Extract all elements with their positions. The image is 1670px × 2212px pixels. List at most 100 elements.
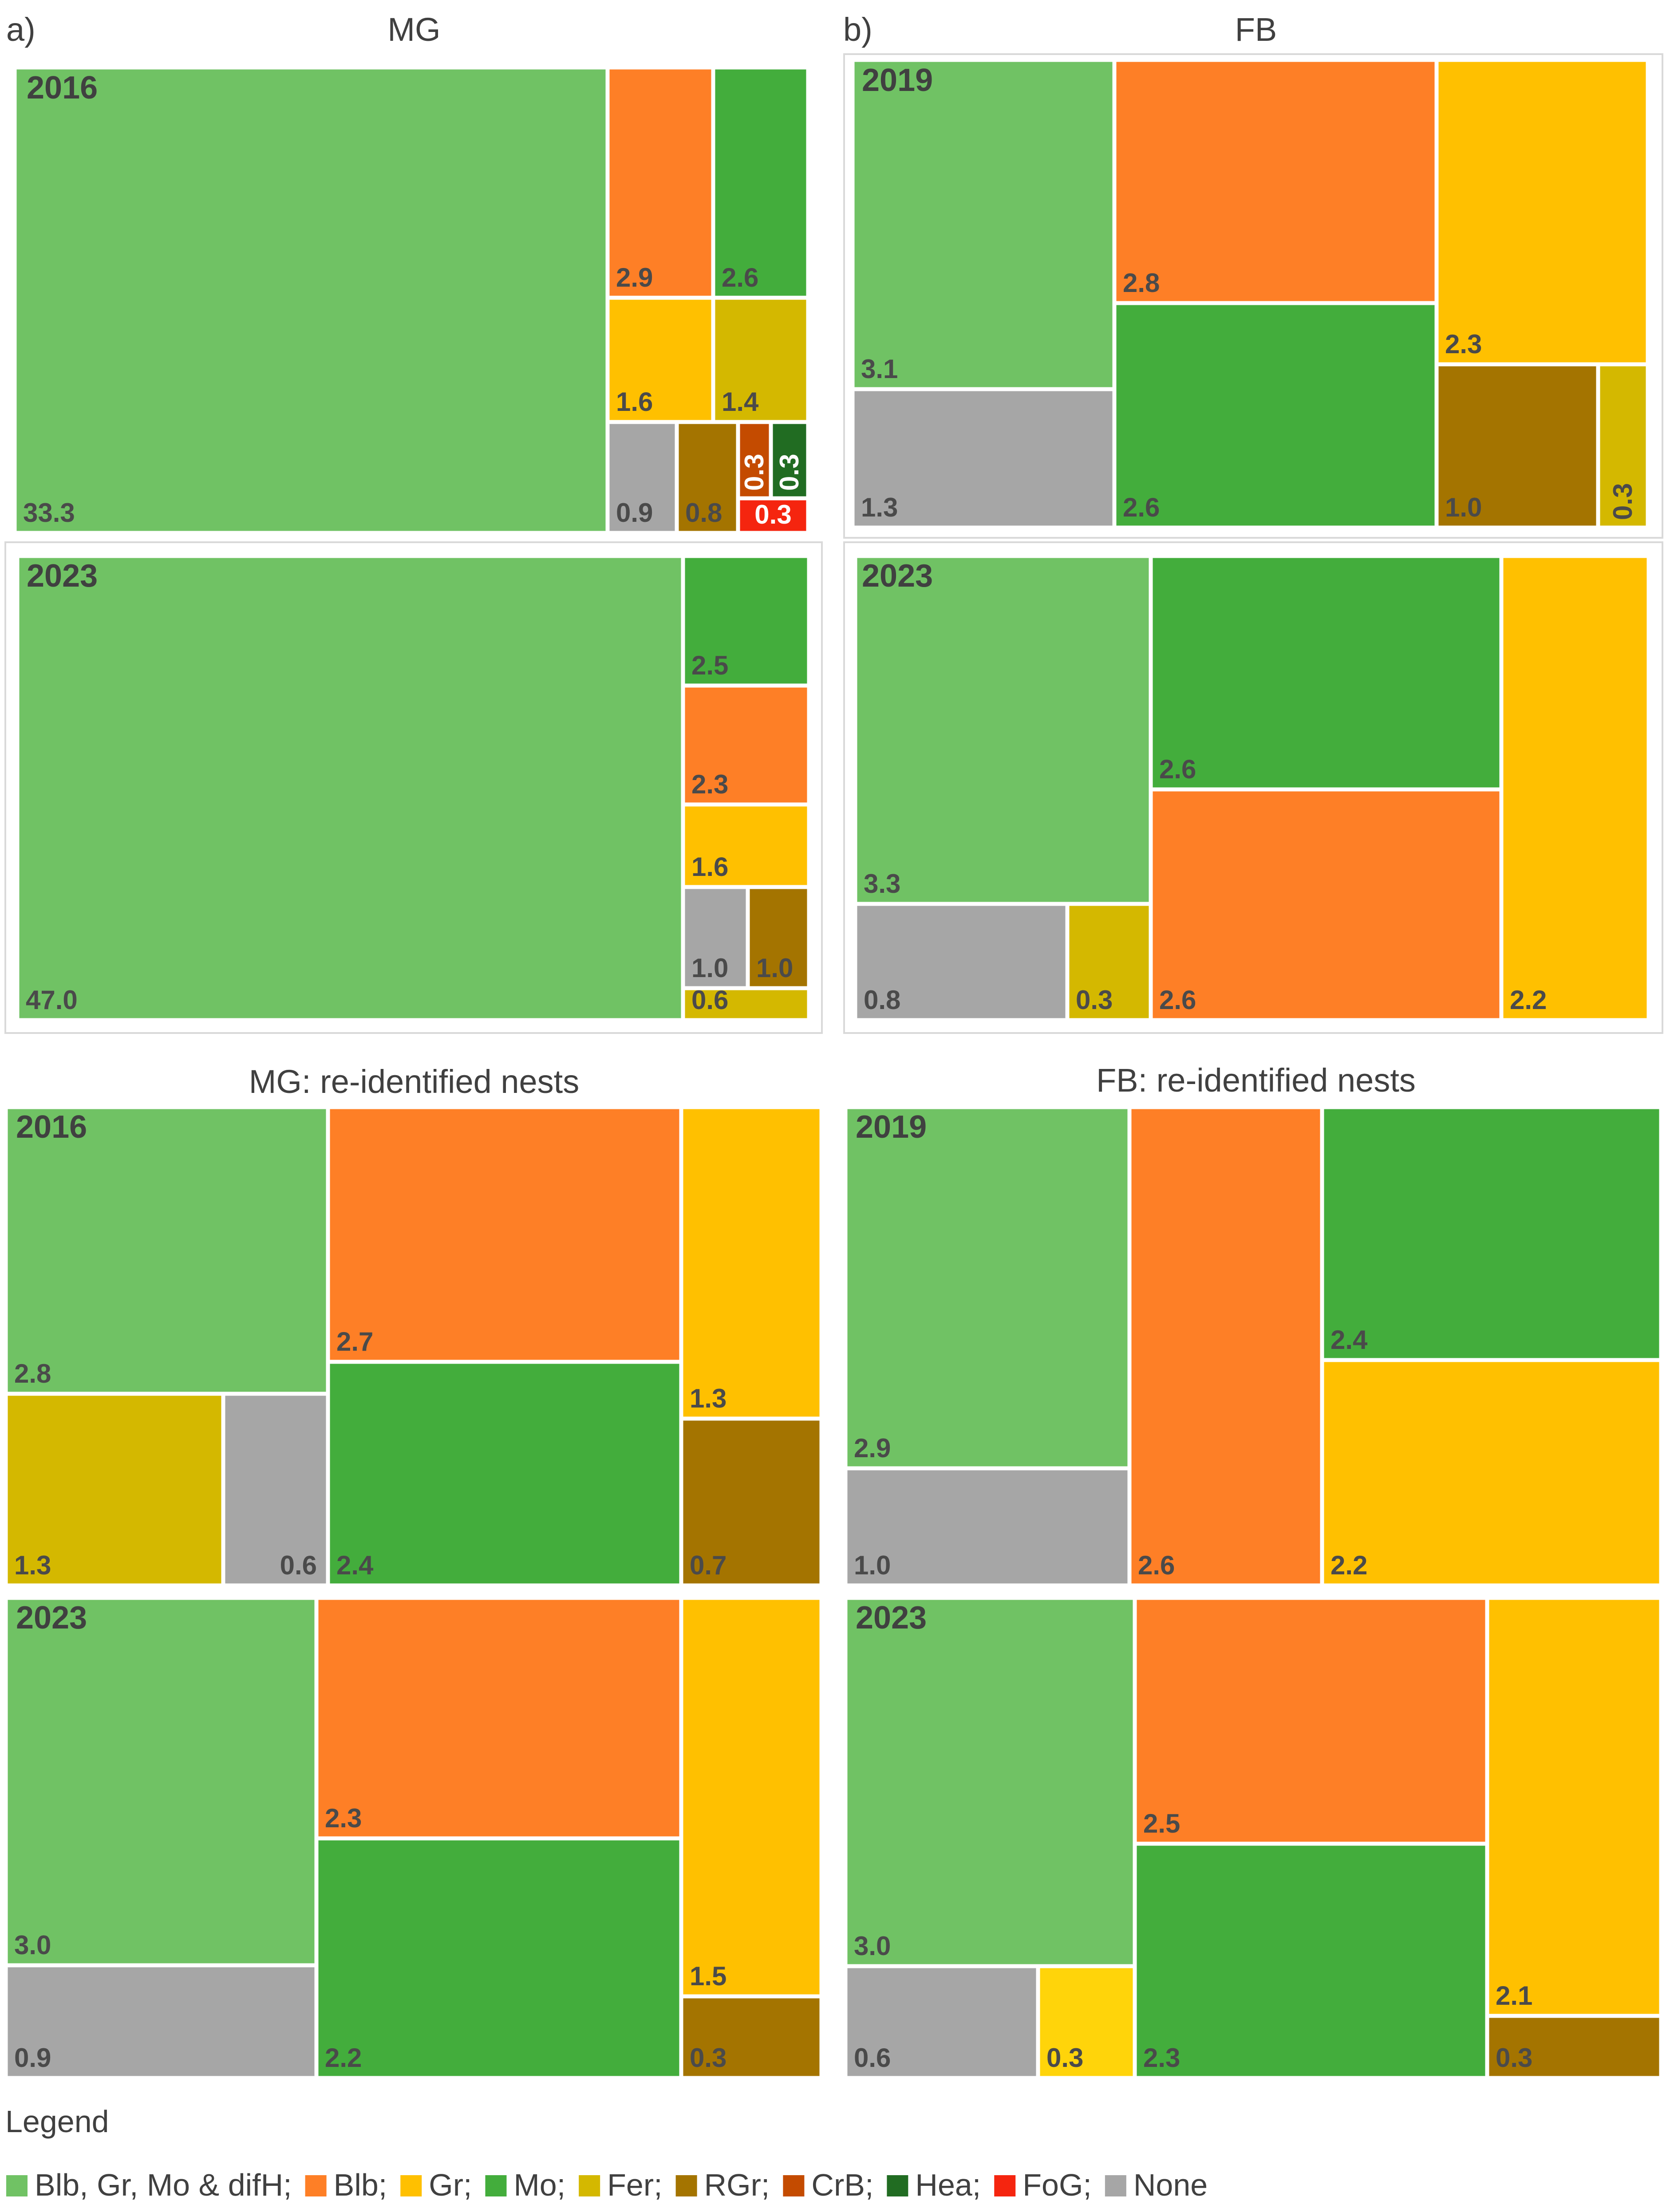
treemap-cell-none [846,1469,1129,1585]
data-label: 1.0 [854,1550,891,1580]
treemap-cell-bgm [846,1598,1134,1966]
data-label: 1.6 [691,852,728,882]
treemap-cell-none [846,1967,1038,2078]
treemap-cell-bgm [15,68,607,532]
data-label: 2.6 [1138,1550,1175,1580]
treemap-cell-fog [738,499,808,532]
treemap-cell-bgm [18,556,683,1020]
legend-swatch [675,2175,697,2196]
legend-item-blb: Blb; [305,2168,387,2202]
data-label: 0.3 [1608,483,1638,520]
data-label: 1.0 [1445,493,1482,522]
data-label: 1.0 [756,953,793,983]
treemap-cell-gr2 [1038,1967,1134,2078]
subplot-frame [843,541,1663,1034]
year-label: 2023 [856,1600,927,1636]
data-label: 2.6 [1123,493,1160,522]
year-label: 2016 [16,1109,87,1145]
treemap-cell-gr [1502,556,1648,1020]
panel-label: a) [6,11,36,48]
year-label: 2023 [16,1600,87,1636]
treemap-cell-rgr [1437,365,1598,527]
legend-label: RGr; [704,2168,770,2202]
legend-item-mo: Mo; [485,2168,565,2202]
subplot-frame [843,53,1663,539]
data-label: 1.4 [722,387,759,417]
treemap-cell-none [683,887,747,988]
data-label: 2.3 [1445,329,1482,359]
panel-title: MG: re-identified nests [249,1063,579,1100]
treemap-cell-gr [683,805,809,887]
data-label: 2.6 [722,263,758,292]
treemap-cell-mo [683,556,809,685]
panel-title: FB [1235,11,1277,48]
data-label: 1.3 [14,1550,51,1580]
data-label: 0.6 [280,1550,317,1580]
data-label: 0.3 [1046,2043,1083,2073]
legend-label: Fer; [607,2168,662,2202]
treemap-cell-mo [328,1362,681,1585]
treemap-cell-blb [317,1598,681,1838]
legend-swatch [305,2175,327,2196]
legend-item-hea: Hea; [887,2168,981,2202]
treemap-subplot: 3.1 2.8 2.3 1.3 2.6 1.0 0.3 2019 [843,53,1663,539]
treemap-cell-mo [1115,304,1436,527]
data-label: 0.6 [691,985,728,1015]
data-label: 2.8 [1123,268,1160,298]
data-label: 2.7 [336,1327,373,1356]
treemap-cell-none [6,1966,316,2078]
treemap-cell-gr [1437,60,1647,364]
data-label: 0.3 [739,454,769,491]
data-label: 47.0 [26,985,78,1015]
legend-item-bgm: Blb, Gr, Mo & difH; [6,2168,292,2202]
treemap-cell-rgr [748,887,809,988]
treemap-subplot: 3.0 2.3 1.5 0.9 2.2 0.3 2023 [6,1598,821,2078]
legend-item-crb: CrB; [783,2168,873,2202]
treemap-panel: MG: re-identified nests 2.8 2.7 1.3 1.3 0.6 2.… [6,1063,821,2078]
treemap-subplot: 3.3 2.6 2.2 2.6 0.8 0.3 2023 [843,541,1663,1034]
panel-title: MG [387,11,440,48]
treemap-subplot: 3.0 2.5 2.1 2.3 0.3 0.6 0.3 2023 [846,1598,1661,2078]
data-label: 33.3 [23,498,75,528]
data-label: 1.5 [690,1961,726,1991]
legend-label: Mo; [513,2168,565,2202]
data-label: 2.2 [1510,985,1547,1015]
treemap-cell-blb [1135,1598,1487,1843]
treemap-cell-gr [682,1108,821,1418]
treemap-subplot: 2.8 2.7 1.3 1.3 0.6 2.4 0.7 2016 [6,1108,821,1585]
data-label: 2.2 [1330,1550,1367,1580]
legend-swatch [485,2175,507,2196]
data-label: 2.2 [325,2043,362,2073]
data-label: 1.3 [690,1384,726,1413]
legend-label: Blb; [334,2168,387,2202]
data-label: 2.9 [854,1433,891,1463]
data-label: 0.6 [854,2043,891,2073]
data-label: 0.3 [1076,985,1113,1015]
data-label: 0.9 [616,498,653,528]
data-label: 0.3 [754,500,791,529]
treemap-cell-crb [738,422,770,498]
treemap-cell-none [224,1394,328,1585]
treemap-cell-gr [1323,1360,1661,1585]
treemap-panel: b) FB 3.1 2.8 2.3 1.3 2.6 1.0 0.3 2019 3.3 2.6 2.2 2.… [843,11,1663,1034]
data-label: 2.8 [14,1359,51,1388]
legend-item-gr: Gr; [400,2168,472,2202]
data-label: 0.3 [1496,2043,1532,2073]
data-label: 2.4 [1330,1325,1368,1355]
year-label: 2023 [27,558,98,594]
treemap-cell-hea [771,422,808,498]
treemap-cell-blb [608,68,713,297]
data-label: 1.0 [691,953,728,983]
treemap-cell-bgm [6,1598,316,1965]
legend-item-none: None [1105,2168,1208,2202]
year-label: 2019 [856,1109,927,1145]
data-label: 0.3 [774,454,804,491]
legend-swatch [6,2175,28,2196]
treemap-panel: FB: re-identified nests 2.9 2.6 2.4 2.2 1.0 20… [846,1062,1661,2078]
treemap-cell-fer [683,989,809,1020]
treemap-cell-blb [328,1108,681,1361]
treemap-cell-rgr [682,1997,821,2078]
